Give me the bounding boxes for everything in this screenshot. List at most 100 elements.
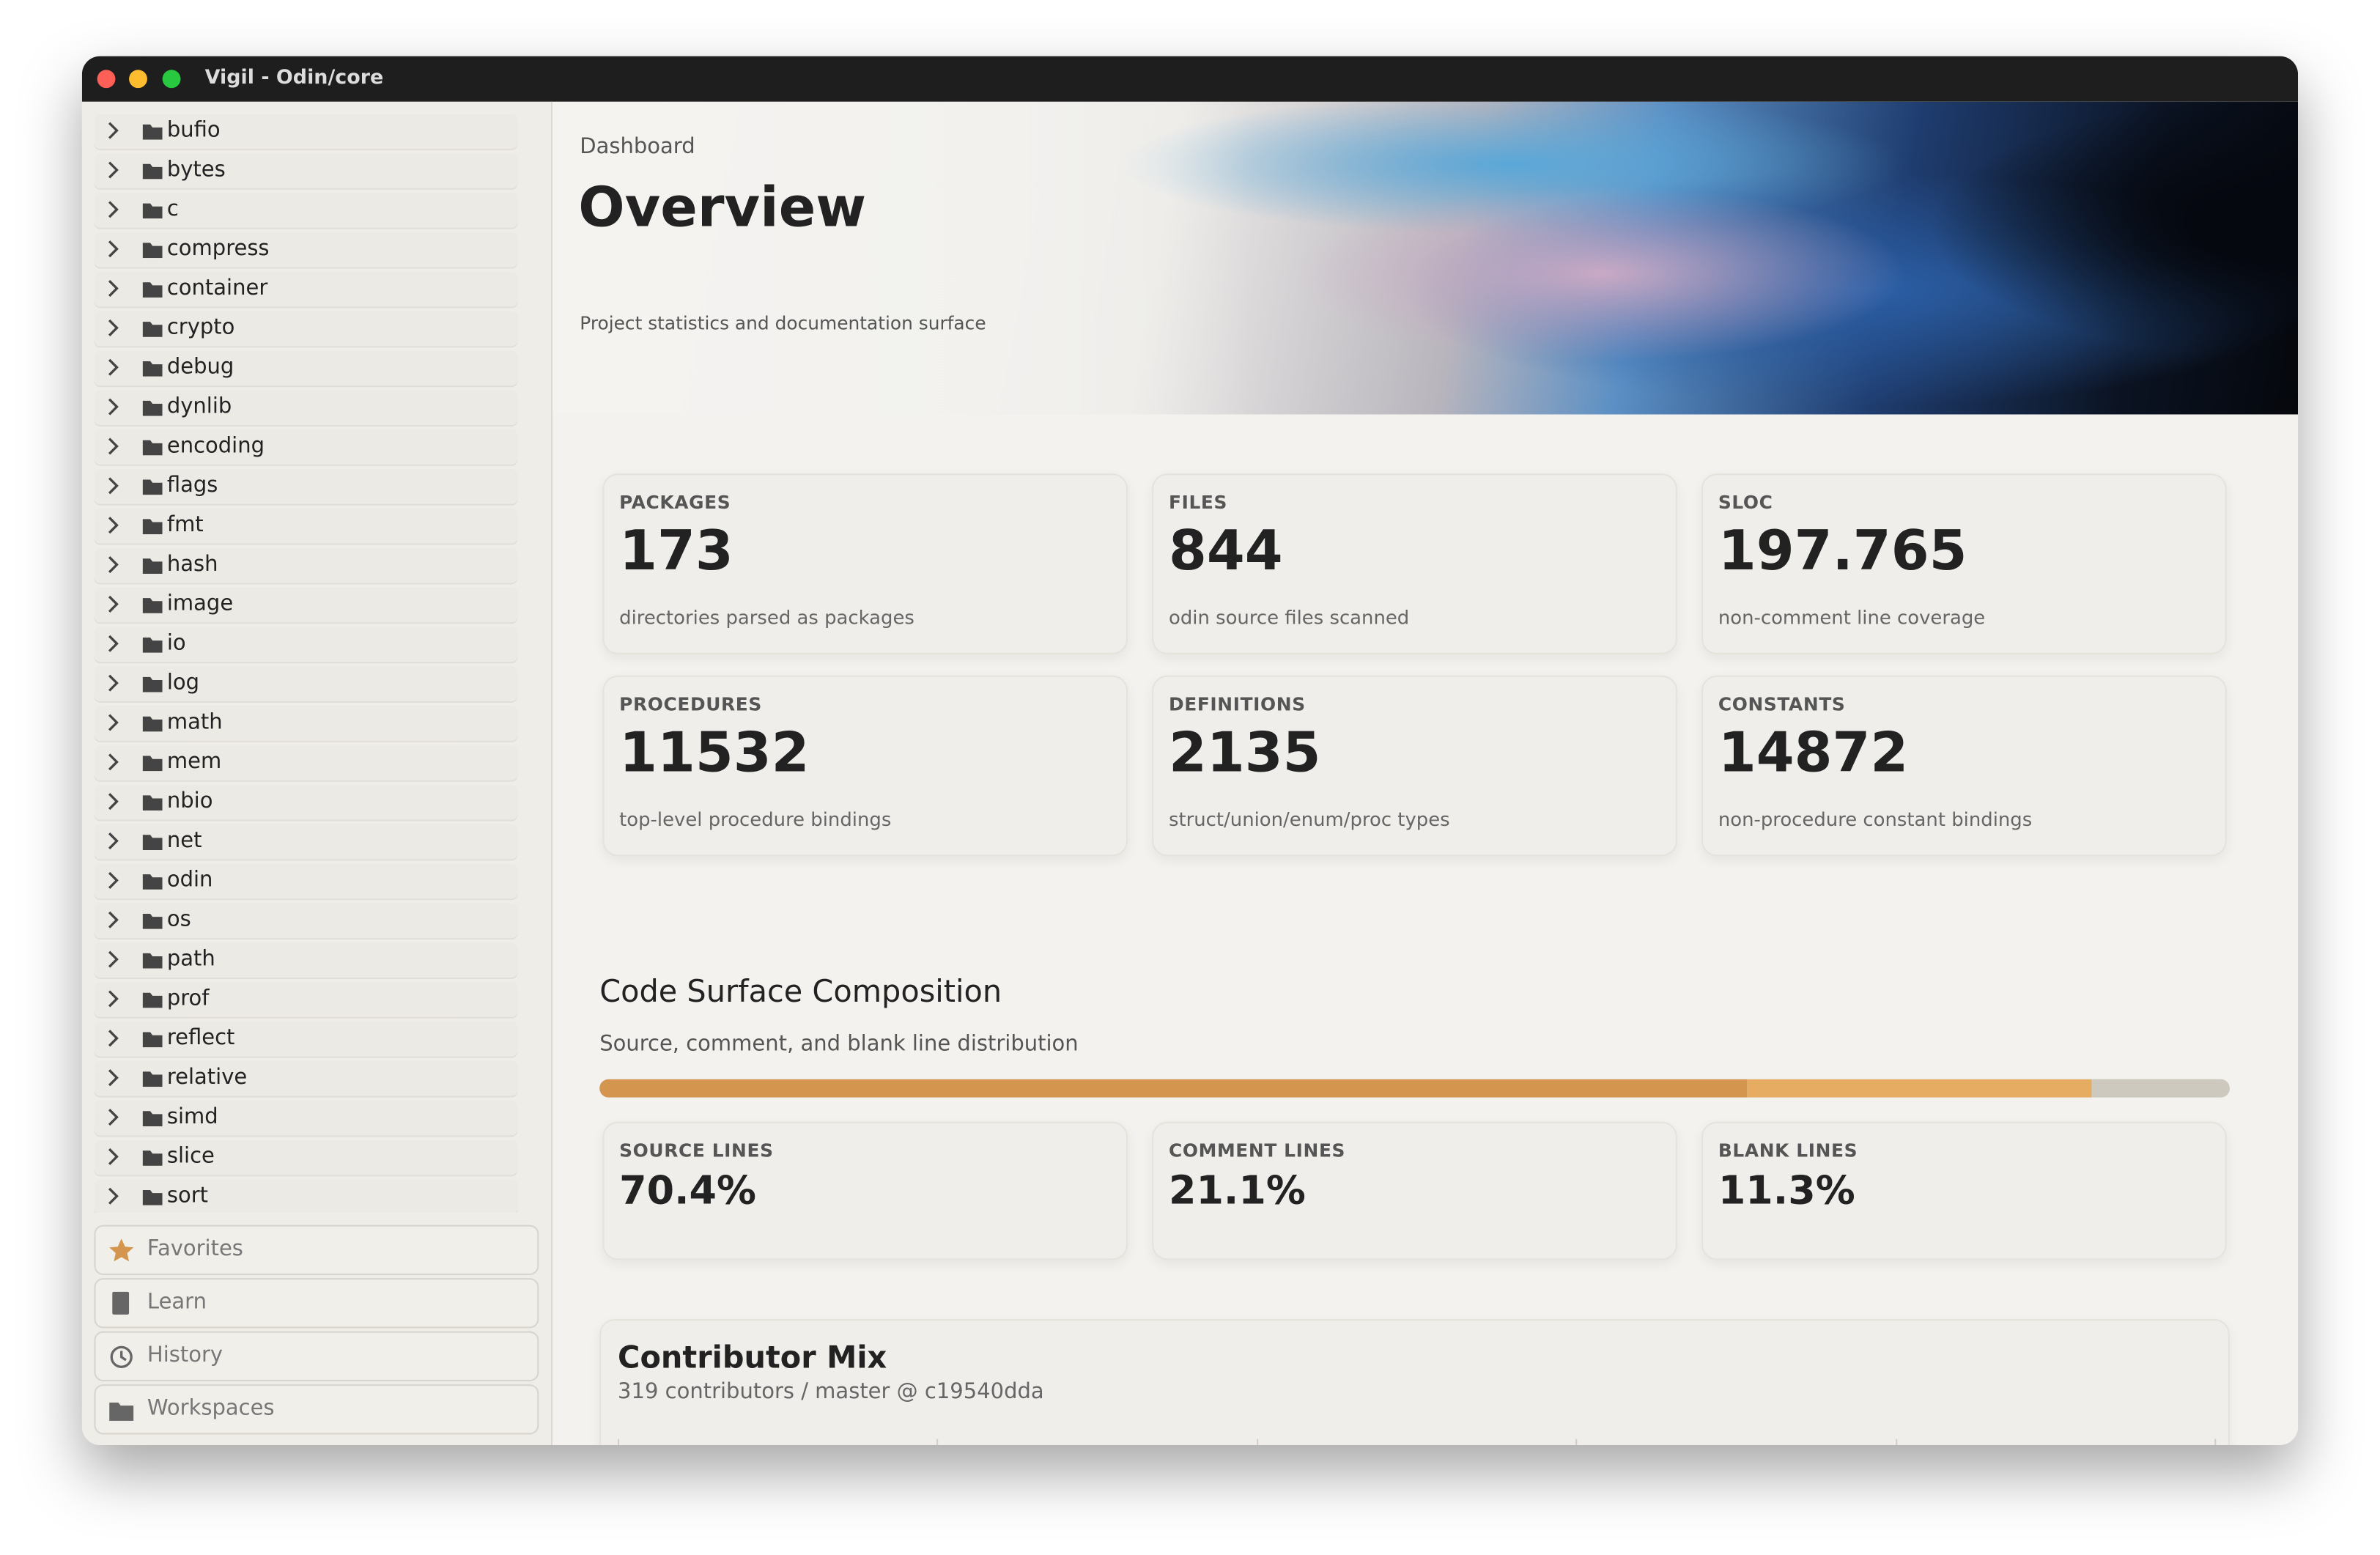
tree-item[interactable]: flags [94,469,518,504]
close-button[interactable] [97,70,116,89]
page-subtitle: Project statistics and documentation sur… [580,312,986,334]
bar-segment [2091,1079,2230,1098]
nav-item-label: Favorites [147,1237,243,1262]
contributor-card: Contributor Mix 319 contributors / maste… [599,1319,2230,1445]
tree-item-label: crypto [166,315,235,340]
tree-item[interactable]: bufio [94,114,518,149]
stat-card: DEFINITIONS 2135 struct/union/enum/proc ty… [1152,675,1677,857]
chevron-icon [108,990,119,1008]
tree-item[interactable]: odin [94,863,518,899]
chevron-icon [108,1109,119,1126]
folder-icon [142,795,163,811]
folder-icon [142,322,163,337]
chevron-icon [108,1069,119,1087]
tree-item[interactable]: compress [94,232,518,267]
column-divider [1256,1438,1258,1445]
chevron-icon [108,911,119,928]
stat-card: FILES 844 odin source files scanned [1152,473,1677,654]
tree-item[interactable]: math [94,706,518,741]
section-subtitle: Source, comment, and blank line distribu… [599,1032,1079,1057]
tree-item[interactable]: encoding [94,429,518,465]
folder-icon [142,282,163,298]
tree-item[interactable]: simd [94,1100,518,1136]
tree-item[interactable]: nbio [94,784,518,820]
column-divider [1575,1438,1578,1445]
stat-card: PACKAGES 173 directories parsed as package… [602,473,1128,654]
folder-icon [142,637,163,653]
tree-item[interactable]: c [94,193,518,228]
minimize-button[interactable] [129,70,147,89]
bar-segment [1747,1079,2091,1098]
chevron-icon [108,714,119,731]
tree-item[interactable]: hash [94,547,518,583]
breadcrumb[interactable]: Dashboard [580,135,695,160]
folder-icon [142,519,163,535]
tree-item[interactable]: bytes [94,153,518,188]
stat-description: non-comment line coverage [1718,605,1986,629]
stat-description: non-procedure constant bindings [1718,807,2033,831]
nav-icon [109,1402,134,1421]
stat-label: FILES [1168,492,1228,514]
tree-item[interactable]: sort [94,1179,518,1214]
chevron-icon [108,1187,119,1205]
nav-item[interactable]: Workspaces [94,1384,539,1435]
tree-item[interactable]: mem [94,745,518,780]
tree-item[interactable]: relative [94,1060,518,1096]
contributor-subtitle: 319 contributors / master @ c19540dda [618,1379,1044,1405]
tree-item-label: os [166,907,191,932]
stat-value: 173 [619,520,733,583]
tree-item[interactable]: dynlib [94,390,518,425]
column-divider [936,1438,939,1445]
tree-item-label: path [166,947,215,972]
folder-icon [142,676,163,692]
tree-item[interactable]: path [94,942,518,978]
composition-label: BLANK LINES [1718,1140,1858,1161]
nav-item[interactable]: History [94,1331,539,1381]
chevron-icon [108,793,119,810]
stat-label: PACKAGES [619,492,731,514]
folder-icon [142,716,163,732]
tree-item[interactable]: image [94,587,518,623]
chevron-icon [108,161,119,179]
stat-value: 2135 [1168,722,1321,785]
tree-item[interactable]: io [94,627,518,662]
composition-value: 11.3% [1718,1168,1855,1215]
composition-bar [599,1079,2230,1098]
tree-item-label: simd [166,1104,218,1130]
nav-item-label: Learn [147,1290,207,1315]
tree-item[interactable]: crypto [94,311,518,347]
stat-label: CONSTANTS [1718,693,1846,715]
chevron-icon [108,832,119,850]
chevron-icon [108,517,119,534]
chevron-icon [108,319,119,336]
nav-item[interactable]: Favorites [94,1225,539,1275]
chevron-icon [108,358,119,376]
tree-item-label: mem [166,750,222,775]
stat-description: directories parsed as packages [619,605,914,629]
folder-icon [142,1032,163,1048]
chevron-icon [108,280,119,298]
tree-item[interactable]: net [94,824,518,860]
chevron-icon [108,240,119,258]
stat-card: SLOC 197.765 non-comment line coverage [1701,473,2227,654]
composition-card: SOURCE LINES 70.4% [602,1121,1128,1260]
column-divider [618,1438,620,1445]
tree-item[interactable]: debug [94,350,518,386]
nav-item[interactable]: Learn [94,1278,539,1329]
contributor-title: Contributor Mix [618,1338,887,1375]
tree-item[interactable]: fmt [94,508,518,544]
window-title: Vigil - Odin/core [204,67,384,90]
folder-icon [142,992,163,1008]
tree-item[interactable]: os [94,903,518,939]
tree-item[interactable]: slice [94,1140,518,1175]
composition-label: COMMENT LINES [1168,1140,1346,1161]
tree-item[interactable]: log [94,666,518,701]
folder-icon [142,400,163,416]
tree-item[interactable]: container [94,271,518,307]
tree-item[interactable]: prof [94,982,518,1017]
tree-item[interactable]: reflect [94,1022,518,1057]
composition-value: 70.4% [619,1168,756,1215]
tree-item-label: reflect [166,1026,235,1051]
zoom-button[interactable] [162,70,181,89]
